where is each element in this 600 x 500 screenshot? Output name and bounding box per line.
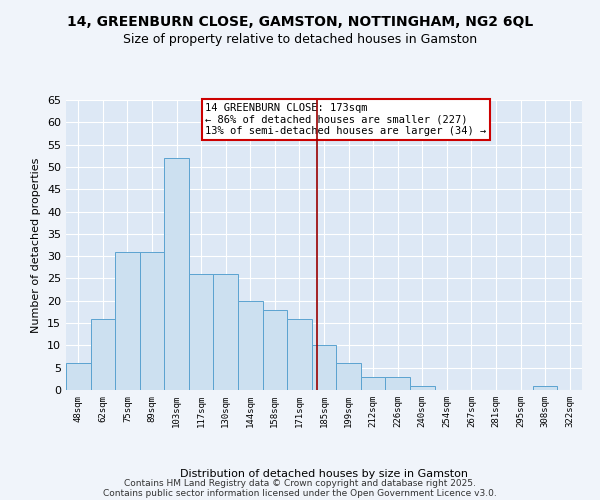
Bar: [410, 386, 434, 390]
Bar: [189, 274, 214, 390]
Bar: [533, 386, 557, 390]
Bar: [164, 158, 189, 390]
Bar: [361, 376, 385, 390]
X-axis label: Distribution of detached houses by size in Gamston: Distribution of detached houses by size …: [180, 469, 468, 479]
Bar: [238, 301, 263, 390]
Text: Contains public sector information licensed under the Open Government Licence v3: Contains public sector information licen…: [103, 488, 497, 498]
Bar: [287, 318, 312, 390]
Bar: [312, 346, 336, 390]
Bar: [336, 363, 361, 390]
Bar: [66, 363, 91, 390]
Text: Contains HM Land Registry data © Crown copyright and database right 2025.: Contains HM Land Registry data © Crown c…: [124, 478, 476, 488]
Text: Size of property relative to detached houses in Gamston: Size of property relative to detached ho…: [123, 32, 477, 46]
Text: 14 GREENBURN CLOSE: 173sqm
← 86% of detached houses are smaller (227)
13% of sem: 14 GREENBURN CLOSE: 173sqm ← 86% of deta…: [205, 103, 487, 136]
Bar: [214, 274, 238, 390]
Bar: [91, 318, 115, 390]
Bar: [115, 252, 140, 390]
Text: 14, GREENBURN CLOSE, GAMSTON, NOTTINGHAM, NG2 6QL: 14, GREENBURN CLOSE, GAMSTON, NOTTINGHAM…: [67, 15, 533, 29]
Bar: [140, 252, 164, 390]
Bar: [263, 310, 287, 390]
Bar: [385, 376, 410, 390]
Y-axis label: Number of detached properties: Number of detached properties: [31, 158, 41, 332]
